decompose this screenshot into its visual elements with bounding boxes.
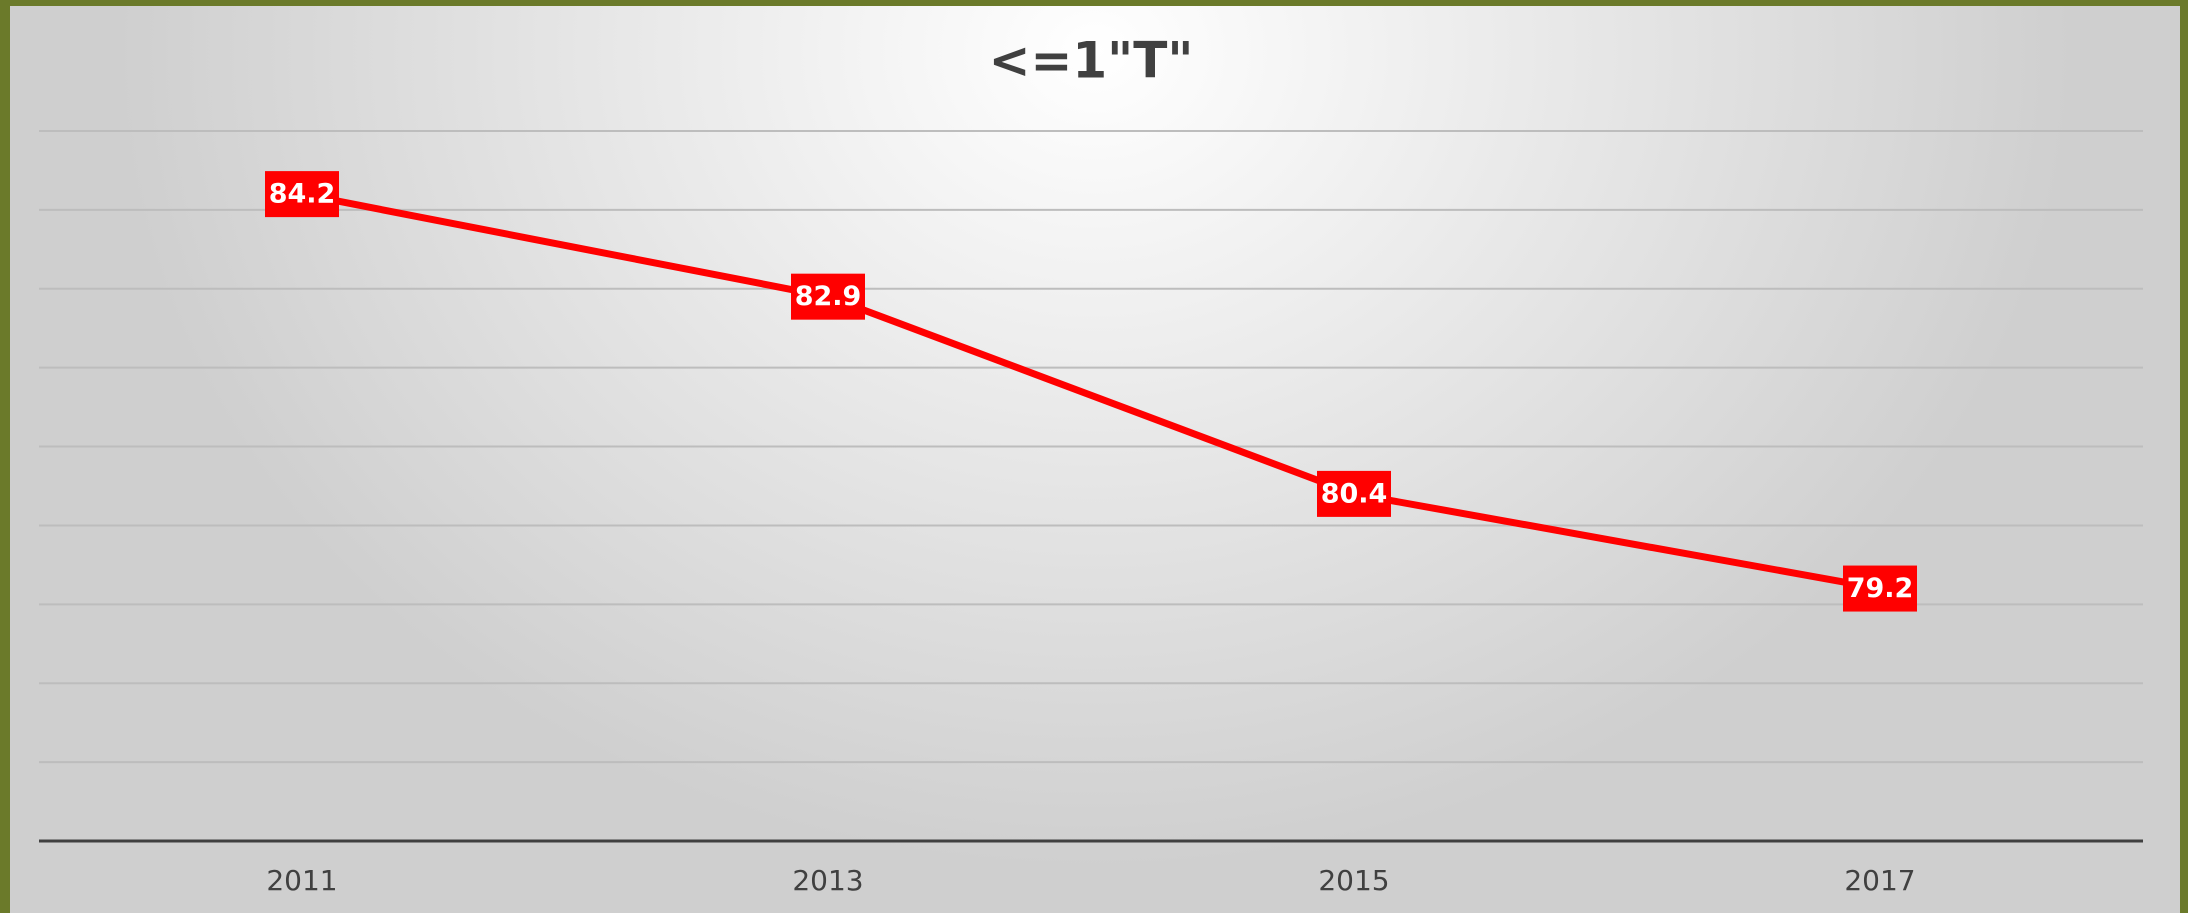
chart-background [10, 6, 2180, 913]
data-label: 80.4 [1321, 478, 1388, 509]
x-tick-label: 2015 [1318, 864, 1389, 897]
x-tick-label: 2017 [1844, 864, 1915, 897]
data-label-box [1317, 470, 1391, 517]
data-label: 82.9 [795, 281, 862, 312]
data-label-box [1843, 565, 1917, 612]
data-label-box [265, 171, 339, 218]
data-label-box [791, 273, 865, 320]
data-label: 79.2 [1847, 573, 1914, 604]
x-tick-label: 2013 [792, 864, 863, 897]
chart-title: <=1"T" [989, 32, 1194, 90]
x-tick-label: 2011 [266, 864, 337, 897]
data-label: 84.2 [269, 179, 336, 210]
line [301, 190, 1881, 593]
